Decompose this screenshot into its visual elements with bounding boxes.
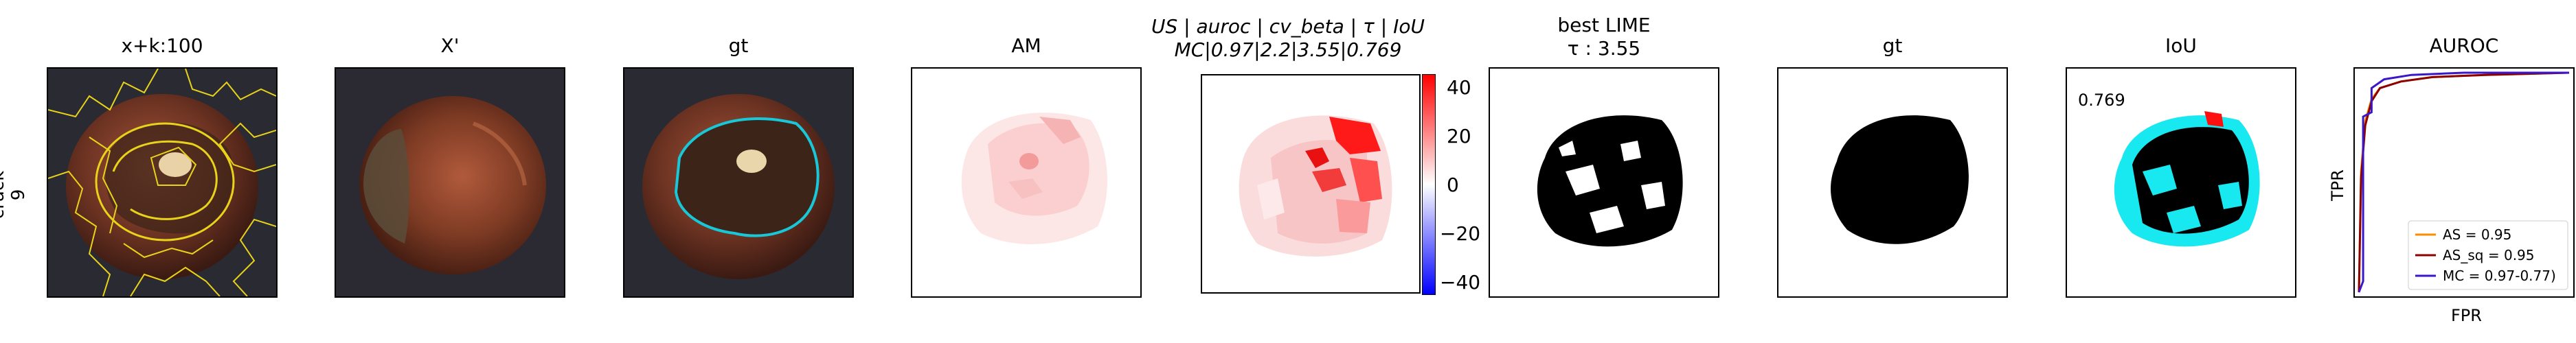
legend-label-3: MC = 0.97-0.77) [2443, 268, 2556, 284]
panel6-title-line1: best LIME [1557, 14, 1651, 36]
row-label-line2: 9 [8, 189, 29, 201]
panel8-image [2066, 67, 2296, 298]
auroc-svg: AS = 0.95 AS_sq = 0.95 MC = 0.97-0.77) [2358, 71, 2570, 293]
panel8-title: IoU [2165, 34, 2197, 57]
panel4-image [911, 67, 1142, 298]
colorbar-tick-3: 0 [1447, 174, 1459, 196]
colorbar-tick-2: 20 [1447, 125, 1471, 147]
panel3-title: gt [728, 34, 749, 57]
auroc-plot: AS = 0.95 AS_sq = 0.95 MC = 0.97-0.77) [2353, 67, 2575, 298]
colorbar-tick-4: −20 [1440, 222, 1481, 245]
panel6-title-line2: τ : 3.55 [1567, 37, 1641, 60]
legend-box [2408, 220, 2568, 290]
panel5-image [1201, 74, 1421, 294]
panel5-title-line1: US | auroc | cv_beta | τ | IoU [1151, 15, 1425, 38]
iou-value: 0.769 [2078, 91, 2125, 110]
panel7-image [1777, 67, 2008, 298]
auroc-ylabel: TPR [2327, 169, 2347, 201]
panel3-image [623, 67, 854, 298]
colorbar-tick-1: 40 [1447, 76, 1471, 99]
row-label: crack 9 [0, 161, 29, 229]
colorbar-tick-5: −40 [1440, 271, 1481, 294]
legend-label-2: AS_sq = 0.95 [2443, 247, 2535, 263]
panel2-title: X' [440, 34, 460, 57]
panel1-title: x+k:100 [121, 34, 203, 57]
roc-line-3 [2358, 71, 2569, 293]
panel5-title-line2: MC|0.97|2.2|3.55|0.769 [1174, 38, 1402, 61]
panel6-image [1489, 67, 1719, 298]
colorbar [1422, 74, 1436, 295]
auroc-xlabel: FPR [2451, 306, 2482, 325]
panel7-title: gt [1882, 34, 1903, 57]
row-label-line1: crack [0, 170, 8, 220]
panel4-title: AM [1011, 34, 1041, 57]
panel2-image [335, 67, 565, 298]
panel1-image [47, 67, 278, 298]
legend-label-1: AS = 0.95 [2443, 226, 2511, 243]
panel9-title: AUROC [2429, 34, 2499, 57]
